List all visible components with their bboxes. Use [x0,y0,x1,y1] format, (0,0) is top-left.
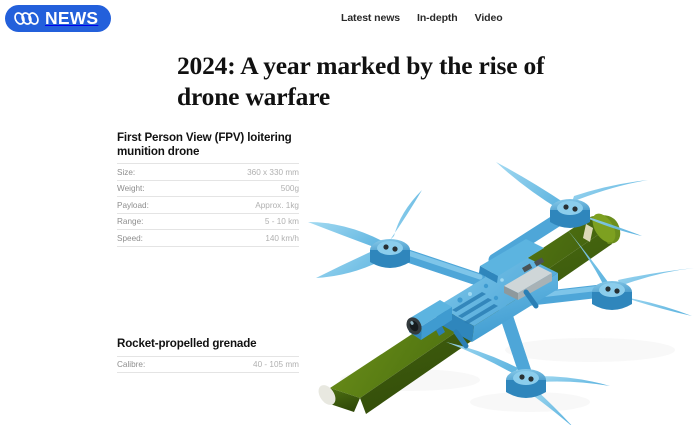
spec-key: Calibre: [117,359,146,369]
nav-item-in-depth[interactable]: In-depth [417,12,458,24]
propeller-blades [446,342,610,425]
primary-nav: Latest news In-depth Video [341,13,503,24]
spec-key: Range: [117,217,144,227]
spec-title-fpv: First Person View (FPV) loitering muniti… [117,131,292,158]
rotor-right [566,228,694,316]
spec-value: 40 - 105 mm [253,359,299,369]
table-row: Speed: 140 km/h [117,230,299,247]
spec-value: Approx. 1kg [255,200,299,210]
mounting-straps [453,289,539,349]
table-row: Range: 5 - 10 km [117,213,299,230]
nav-item-video[interactable]: Video [474,12,503,24]
spec-value: 500g [280,184,299,194]
drone-frame-body [436,239,558,342]
table-row: Calibre: 40 - 105 mm [117,356,299,373]
fpv-camera [406,300,452,340]
abc-news-logo[interactable]: NEWS [5,5,112,32]
rotor-rear-left [308,190,422,278]
spec-block-fpv: First Person View (FPV) loitering muniti… [117,131,299,247]
propeller-blades [496,162,648,236]
spec-key: Size: [117,167,136,177]
nav-item-latest-news[interactable]: Latest news [341,12,401,24]
table-row: Weight: 500g [117,180,299,197]
article-headline: 2024: A year marked by the rise of drone… [177,51,545,112]
propeller-blades [308,190,422,278]
abc-waves-logo-icon [14,11,39,26]
rotor-bottom [446,342,610,425]
spec-table-rpg: Calibre: 40 - 105 mm [117,356,299,374]
table-row: Size: 360 x 330 mm [117,163,299,181]
spec-block-rpg: Rocket-propelled grenade Calibre: 40 - 1… [117,337,299,373]
spec-value: 5 - 10 km [264,217,299,227]
spec-value: 360 x 330 mm [247,167,299,177]
spec-title-rpg: Rocket-propelled grenade [117,337,257,350]
spec-value: 140 km/h [265,233,299,243]
table-row: Payload: Approx. 1kg [117,197,299,214]
propeller-blades [566,228,694,316]
spec-key: Payload: [117,200,149,210]
spec-key: Speed: [117,233,143,243]
spec-key: Weight: [117,184,145,194]
fpv-drone-carrying-rpg-illustration [290,140,700,425]
rotor-top [496,162,648,236]
spec-table-fpv: Size: 360 x 330 mm Weight: 500g Payload:… [117,163,299,247]
brand-wordmark: NEWS [45,7,99,28]
site-header: NEWS Latest news In-depth Video [0,0,700,40]
